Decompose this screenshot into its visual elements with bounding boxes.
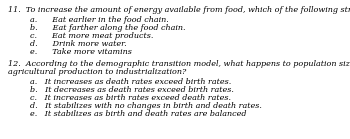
Text: a.   It increases as death rates exceed birth rates.: a. It increases as death rates exceed bi… bbox=[30, 78, 231, 86]
Text: a.      Eat earlier in the food chain.: a. Eat earlier in the food chain. bbox=[30, 16, 169, 24]
Text: agricultural production to industrialization?: agricultural production to industrializa… bbox=[8, 68, 186, 76]
Text: b.   It decreases as death rates exceed birth rates.: b. It decreases as death rates exceed bi… bbox=[30, 86, 234, 94]
Text: d.   It stabilizes with no changes in birth and death rates.: d. It stabilizes with no changes in birt… bbox=[30, 102, 262, 110]
Text: c.   It increases as birth rates exceed death rates.: c. It increases as birth rates exceed de… bbox=[30, 94, 231, 102]
Text: 11.  To increase the amount of energy available from food, which of the followin: 11. To increase the amount of energy ava… bbox=[8, 6, 350, 14]
Text: d.      Drink more water.: d. Drink more water. bbox=[30, 40, 127, 48]
Text: 12.  According to the demographic transition model, what happens to population s: 12. According to the demographic transit… bbox=[8, 60, 350, 68]
Text: b.      Eat farther along the food chain.: b. Eat farther along the food chain. bbox=[30, 24, 186, 32]
Text: e.      Take more vitamins: e. Take more vitamins bbox=[30, 48, 132, 56]
Text: e.   It stabilizes as birth and death rates are balanced: e. It stabilizes as birth and death rate… bbox=[30, 110, 246, 118]
Text: c.      Eat more meat products.: c. Eat more meat products. bbox=[30, 32, 153, 40]
